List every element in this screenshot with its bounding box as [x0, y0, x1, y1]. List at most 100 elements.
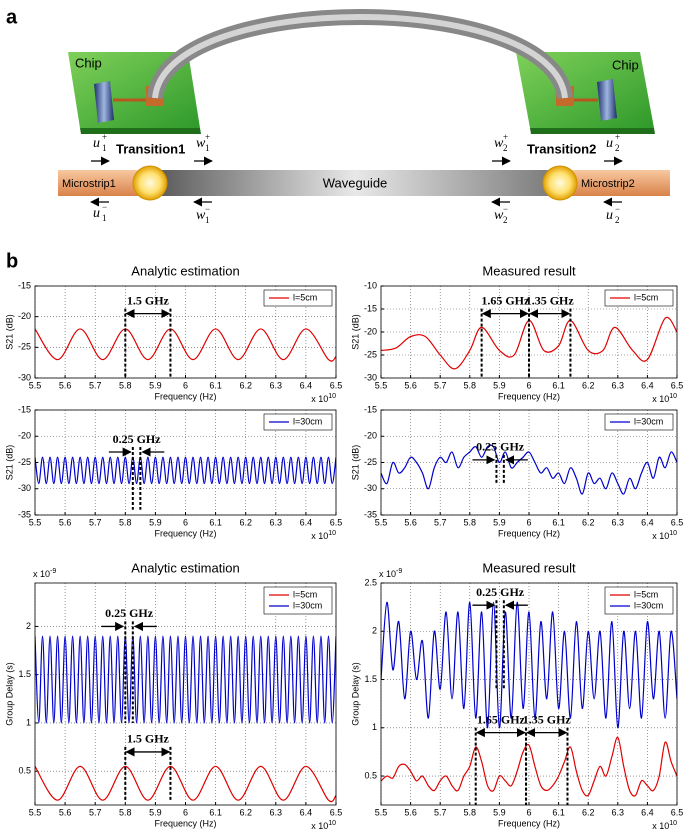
series-line [381, 601, 677, 729]
y-tick-label: 1.5 [18, 669, 31, 679]
multiplier-exponent: 10 [328, 820, 336, 827]
axis-multiplier: x 1010 [652, 530, 677, 542]
wave-sub: 1 [205, 143, 210, 153]
y-tick-label: -15 [364, 303, 377, 313]
x-tick-label: 6.5 [330, 380, 343, 390]
wave-sup: + [503, 132, 508, 142]
y-tick-label: -15 [18, 280, 31, 290]
axis-multiplier: x 1010 [652, 393, 677, 405]
annotation-label: 1.65 GHz [481, 293, 530, 307]
y-tick-label: 2 [372, 626, 377, 636]
waveguide-bar [150, 170, 560, 196]
legend-box [263, 289, 333, 307]
microstrip-label: Microstrip2 [581, 178, 635, 190]
x-tick-label: 5.9 [149, 517, 162, 527]
plot-frame [380, 285, 678, 379]
x-tick-label: 5.6 [404, 807, 417, 817]
y-tick-label: -25 [18, 342, 31, 352]
annotation-label: 1.5 GHz [127, 293, 170, 307]
wave-sub: 1 [205, 215, 210, 225]
multiplier-exponent: 10 [669, 820, 677, 827]
wave-symbol: w [196, 136, 206, 151]
x-tick-label: 5.9 [493, 380, 506, 390]
chip-edge [80, 128, 201, 134]
x-tick-label: 5.8 [464, 517, 477, 527]
y-tick-label: 2 [26, 621, 31, 631]
chip-label: Chip [75, 55, 102, 70]
annotation-label: 1.65 GHz [477, 712, 526, 726]
x-axis-label: Frequency (Hz) [498, 528, 560, 538]
y-tick-label: 0.5 [18, 766, 31, 776]
wave-symbol: w [196, 208, 206, 223]
x-axis-label: Frequency (Hz) [498, 818, 560, 828]
plot-frame [34, 582, 337, 806]
multiplier-exponent: -9 [396, 568, 402, 575]
x-tick-label: 6 [526, 517, 531, 527]
x-tick-label: 6.2 [239, 517, 252, 527]
x-tick-label: 6 [183, 517, 188, 527]
x-tick-label: 6.3 [270, 380, 283, 390]
x-tick-label: 5.5 [29, 380, 42, 390]
x-tick-label: 5.7 [434, 807, 447, 817]
x-tick-label: 6.5 [671, 380, 684, 390]
legend-label: l=5cm [293, 292, 317, 302]
multiplier-base: x 10 [33, 569, 50, 579]
multiplier-exponent: 10 [669, 393, 677, 400]
wave-sub: 1 [102, 143, 107, 153]
x-tick-label: 6 [183, 380, 188, 390]
legend-label: l=30cm [293, 600, 322, 610]
x-tick-label: 5.6 [59, 380, 72, 390]
chart: 5.5 5.6 5.7 5.8 5.9 6 6.1 6.2 6.3 6.4 6.5 0.5 1 1.5 2 2… [350, 560, 683, 831]
x-tick-label: 6.5 [330, 807, 343, 817]
multiplier-exponent: 10 [328, 530, 336, 537]
x-tick-label: 6.2 [582, 380, 595, 390]
x-tick-label: 5.7 [89, 380, 102, 390]
axis-multiplier: x 1010 [311, 820, 336, 832]
wave-sup: − [102, 202, 107, 212]
x-tick-label: 6.3 [270, 517, 283, 527]
y-tick-label: -30 [364, 483, 377, 493]
multiplier-base: x 10 [311, 821, 328, 831]
plot-frame [34, 285, 337, 379]
y-tick-label: 2.5 [364, 577, 377, 587]
x-axis-label: Frequency (Hz) [154, 391, 216, 401]
series-line [35, 328, 336, 362]
axis-multiplier: x 1010 [311, 530, 336, 542]
wave-symbol: u [93, 206, 100, 221]
annotation-label: 1.35 GHz [526, 293, 575, 307]
x-tick-label: 6.3 [270, 807, 283, 817]
multiplier-exponent: -9 [50, 568, 56, 575]
y-tick-label: -15 [364, 404, 377, 414]
annotation-label: 0.25 GHz [476, 585, 525, 599]
y-tick-label: 0.5 [364, 770, 377, 780]
waveguide-arc [147, 9, 573, 100]
x-tick-label: 6 [526, 807, 531, 817]
microstrip [560, 170, 670, 196]
transition-label: Transition2 [527, 141, 596, 156]
x-tick-label: 6.1 [552, 807, 565, 817]
legend-label: l=30cm [634, 416, 663, 426]
wave-symbol: u [93, 136, 100, 151]
x-tick-label: 6.2 [582, 807, 595, 817]
x-tick-label: 5.8 [464, 380, 477, 390]
y-axis-label: S21 (dB) [350, 314, 360, 350]
chart: 5.5 5.6 5.7 5.8 5.9 6 6.1 6.2 6.3 6.4 6.5 -30 -25 -20… [4, 263, 342, 404]
x-tick-label: 6.5 [671, 807, 684, 817]
legend-label: l=5cm [634, 589, 658, 599]
connector [94, 81, 114, 123]
chart: 5.5 5.6 5.7 5.8 5.9 6 6.1 6.2 6.3 6.4 6.5 -35 -30 -25… [350, 404, 683, 541]
x-tick-label: 6.3 [612, 807, 625, 817]
multiplier-base: x 10 [652, 821, 669, 831]
x-tick-label: 5.7 [89, 807, 102, 817]
y-tick-label: 1 [26, 717, 31, 727]
wave-symbol: w [494, 136, 504, 151]
x-tick-label: 5.5 [375, 380, 388, 390]
y-axis-label: S21 (dB) [4, 314, 14, 350]
plot-frame [380, 582, 678, 806]
multiplier-base: x 10 [311, 394, 328, 404]
x-tick-label: 6.2 [239, 807, 252, 817]
x-tick-label: 6.4 [300, 380, 313, 390]
chart-title: Analytic estimation [131, 560, 239, 575]
